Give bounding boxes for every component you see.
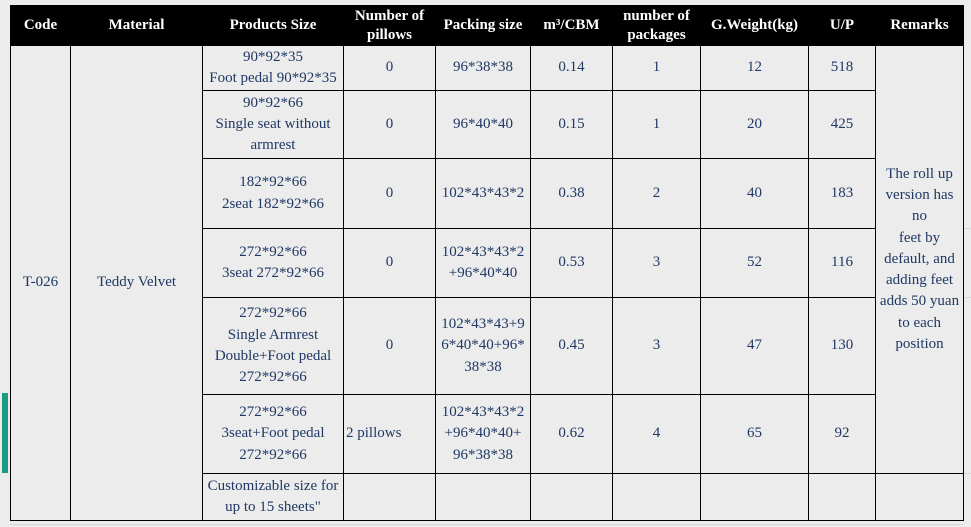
unit-price-cell: 116 [808,228,876,298]
table-row: 90*92*66 Single seat without armrest 0 9… [11,90,964,159]
cbm-cell: 0.38 [530,158,613,229]
unit-price-cell: 130 [808,297,876,395]
products-size-cell: Customizable size for up to 15 sheets" [202,473,344,521]
header-packing-size: Packing size [435,5,531,46]
code-cell: T-026 [10,45,71,521]
pillows-cell: 0 [343,90,436,159]
remarks-empty-cell [875,473,964,521]
cbm-cell: 0.53 [530,228,613,298]
packing-size-cell: 102*43*43+9 6*40*40+96* 38*38 [435,297,531,395]
gross-weight-cell: 40 [700,158,809,229]
header-gross-weight: G.Weight(kg) [700,5,809,46]
row-selection-accent-bar [2,393,8,473]
material-cell: Teddy Velvet [70,45,203,521]
product-spec-table-sheet: Code Material Products Size Number of pi… [10,5,964,521]
products-size-cell: 90*92*35 Foot pedal 90*92*35 [202,45,344,91]
header-number-of-packages: number of packages [612,5,701,46]
pillows-cell: 0 [343,158,436,229]
products-size-cell: 182*92*66 2seat 182*92*66 [202,158,344,229]
packages-cell [612,473,701,521]
cbm-cell: 0.45 [530,297,613,395]
header-cbm: m³/CBM [530,5,613,46]
packing-size-cell: 102*43*43*2 +96*40*40+ 96*38*38 [435,394,531,474]
pillows-cell [343,473,436,521]
cbm-cell: 0.15 [530,90,613,159]
gross-weight-cell: 65 [700,394,809,474]
cbm-cell [530,473,613,521]
header-remarks: Remarks [875,5,964,46]
table-row: 272*92*66 Single Armrest Double+Foot ped… [11,297,964,395]
header-material: Material [70,5,203,46]
packing-size-cell: 102*43*43*2 [435,158,531,229]
pillows-cell: 0 [343,45,436,91]
products-size-cell: 272*92*66 Single Armrest Double+Foot ped… [202,297,344,395]
remarks-cell: The roll up version has no feet by defau… [875,45,964,474]
gridline-stub [963,228,971,229]
packing-size-cell: 96*40*40 [435,90,531,159]
gross-weight-cell: 47 [700,297,809,395]
header-products-size: Products Size [202,5,344,46]
pillows-cell: 0 [343,297,436,395]
header-number-of-pillows: Number of pillows [343,5,436,46]
gridline-stub [963,473,971,474]
packing-size-cell [435,473,531,521]
pillows-cell: 2 pillows [343,394,436,474]
products-size-cell: 90*92*66 Single seat without armrest [202,90,344,159]
packages-cell: 2 [612,158,701,229]
packages-cell: 3 [612,228,701,298]
unit-price-cell: 425 [808,90,876,159]
packing-size-cell: 96*38*38 [435,45,531,91]
cbm-cell: 0.62 [530,394,613,474]
header-row: Code Material Products Size Number of pi… [10,5,964,46]
gridline-stub [963,297,971,298]
unit-price-cell: 183 [808,158,876,229]
table-row: 182*92*66 2seat 182*92*66 0 102*43*43*2 … [11,158,964,229]
gridline-stub [10,524,963,525]
gross-weight-cell: 52 [700,228,809,298]
gross-weight-cell: 20 [700,90,809,159]
cbm-cell: 0.14 [530,45,613,91]
pillows-cell: 0 [343,228,436,298]
table-row: 272*92*66 3seat 272*92*66 0 102*43*43*2 … [11,228,964,298]
table-row: 272*92*66 3seat+Foot pedal 272*92*66 2 p… [11,394,964,474]
unit-price-cell [808,473,876,521]
header-code: Code [10,5,71,46]
packing-size-cell: 102*43*43*2 +96*40*40 [435,228,531,298]
unit-price-cell: 92 [808,394,876,474]
packages-cell: 3 [612,297,701,395]
table-row: T-026 Teddy Velvet 90*92*35 Foot pedal 9… [10,45,964,521]
products-size-cell: 272*92*66 3seat 272*92*66 [202,228,344,298]
table-row: Customizable size for up to 15 sheets" [11,473,964,521]
header-unit-price: U/P [808,5,876,46]
packages-cell: 1 [612,45,701,91]
gross-weight-cell: 12 [700,45,809,91]
product-spec-table: Code Material Products Size Number of pi… [10,5,964,521]
packages-cell: 1 [612,90,701,159]
products-size-cell: 272*92*66 3seat+Foot pedal 272*92*66 [202,394,344,474]
gross-weight-cell [700,473,809,521]
unit-price-cell: 518 [808,45,876,91]
packages-cell: 4 [612,394,701,474]
